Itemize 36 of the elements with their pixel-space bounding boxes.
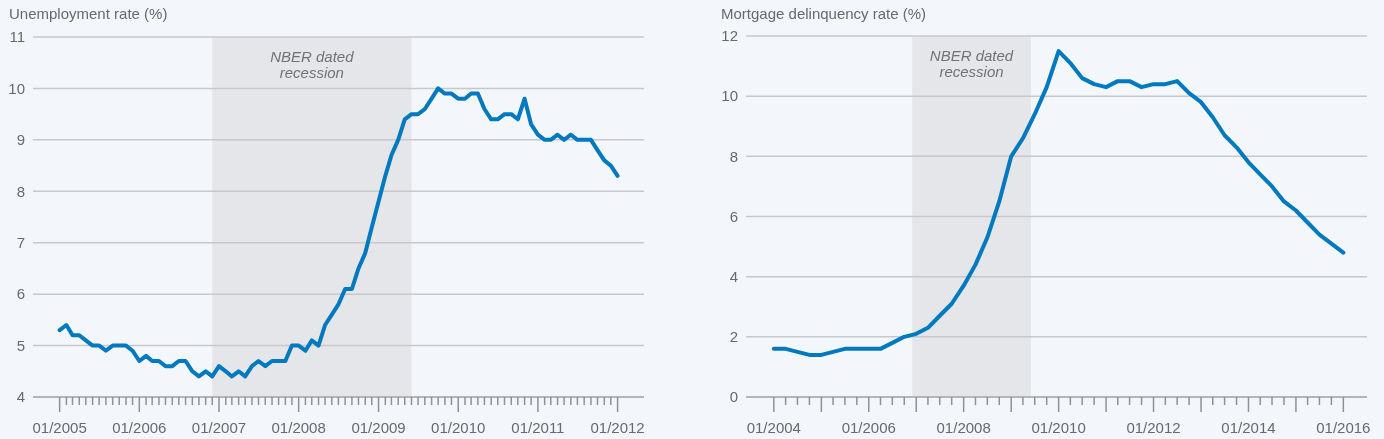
x-tick-label: 01/2005 [32, 419, 87, 436]
y-tick-label: 0 [729, 388, 738, 406]
y-tick-label: 11 [9, 28, 25, 46]
y-axis-title: Unemployment rate (%) [9, 5, 168, 23]
y-tick-label: 10 [8, 79, 25, 97]
x-tick-label: 01/2014 [1221, 419, 1276, 436]
band-label: NBER dated recession [929, 47, 1014, 80]
x-tick-label: 01/2004 [746, 419, 801, 436]
x-tick-label: 01/2009 [351, 419, 406, 436]
x-tick-label: 01/2008 [271, 419, 326, 436]
x-tick-label: 01/2012 [1126, 419, 1181, 436]
x-tick-label: 01/2010 [1031, 419, 1086, 436]
x-tick-label: 01/2012 [590, 419, 645, 436]
y-axis-title: Mortgage delinquency rate (%) [721, 5, 927, 23]
x-tick-label: 01/2006 [841, 419, 896, 436]
y-tick-label: 5 [16, 336, 25, 354]
y-tick-label: 4 [729, 267, 738, 285]
x-tick-label: 01/2016 [1316, 419, 1371, 436]
y-tick-label: 4 [16, 388, 25, 406]
y-tick-label: 10 [721, 87, 738, 105]
y-tick-label: 9 [16, 131, 25, 149]
band-label: NBER dated recession [270, 48, 355, 81]
x-tick-label: 01/2011 [511, 419, 565, 436]
y-tick-label: 2 [729, 328, 738, 346]
y-tick-label: 6 [16, 285, 25, 303]
line-series [771, 49, 1346, 357]
y-tick-label: 12 [721, 27, 738, 45]
y-tick-label: 7 [16, 234, 25, 252]
x-tick-label: 01/2006 [112, 419, 167, 436]
y-tick-label: 8 [729, 147, 738, 165]
y-tick-label: 8 [16, 182, 25, 200]
x-tick-label: 01/2010 [431, 419, 486, 436]
y-tick-label: 6 [729, 207, 738, 225]
line-series [57, 86, 620, 379]
x-tick-label: 01/2008 [936, 419, 991, 436]
x-tick-label: 01/2007 [191, 419, 247, 436]
